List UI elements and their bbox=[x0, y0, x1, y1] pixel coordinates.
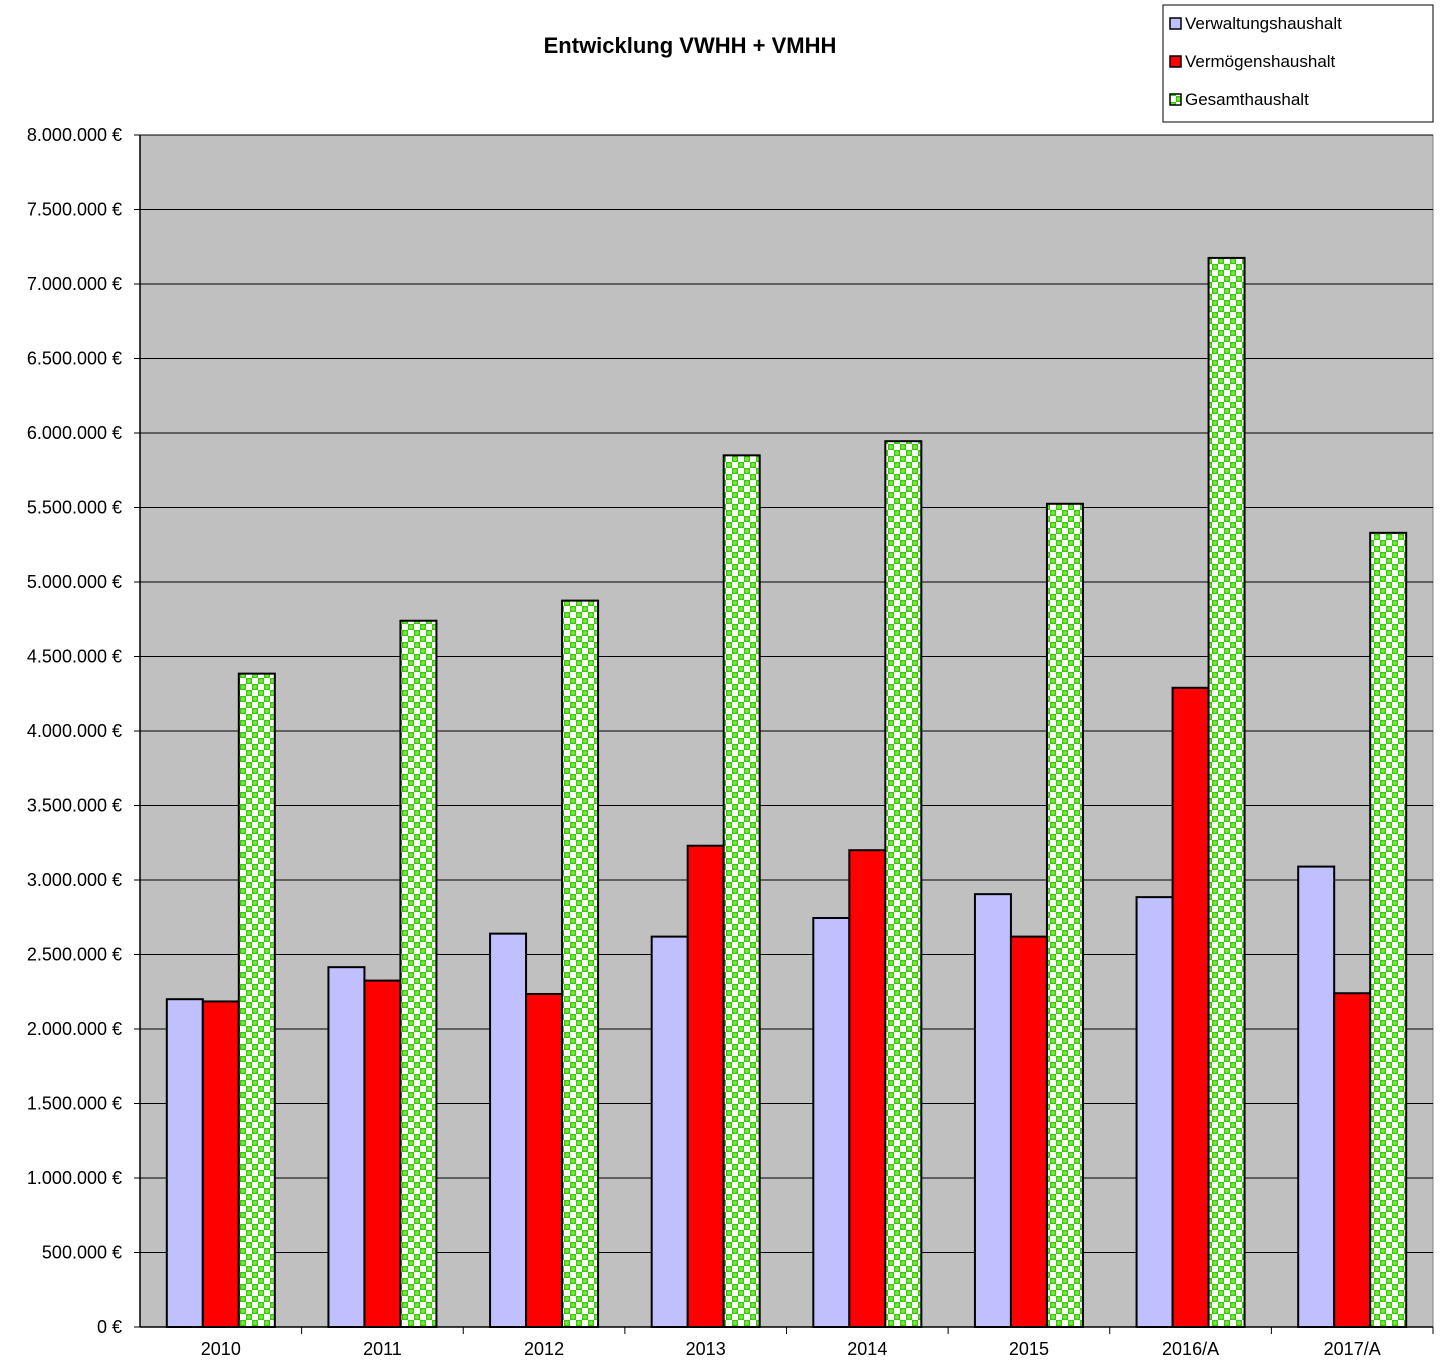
bar-gesamthaushalt-2016-a bbox=[1207, 256, 1246, 1328]
legend-swatch bbox=[1169, 55, 1182, 68]
y-tick-label: 3.500.000 € bbox=[27, 796, 122, 816]
y-tick-label: 8.000.000 € bbox=[27, 125, 122, 145]
y-tick-label: 7.500.000 € bbox=[27, 200, 122, 220]
y-tick-label: 7.000.000 € bbox=[27, 274, 122, 294]
y-tick-label: 2.000.000 € bbox=[27, 1019, 122, 1039]
bar-vermögenshaushalt-2016-a bbox=[1171, 686, 1210, 1328]
bar-verwaltungshaushalt-2012 bbox=[489, 932, 528, 1328]
legend-swatch bbox=[1169, 17, 1182, 30]
x-tick-label: 2013 bbox=[686, 1339, 726, 1359]
bar-verwaltungshaushalt-2013 bbox=[650, 935, 689, 1328]
y-tick-label: 500.000 € bbox=[42, 1243, 122, 1263]
bar-vermögenshaushalt-2010 bbox=[201, 1000, 240, 1328]
bar-verwaltungshaushalt-2015 bbox=[973, 893, 1012, 1329]
y-tick-label: 5.500.000 € bbox=[27, 498, 122, 518]
x-tick-label: 2017/A bbox=[1324, 1339, 1381, 1359]
bar-gesamthaushalt-2013 bbox=[722, 454, 761, 1329]
chart-title: Entwicklung VWHH + VMHH bbox=[544, 33, 837, 58]
bar-verwaltungshaushalt-2010 bbox=[165, 998, 204, 1328]
bar-vermögenshaushalt-2013 bbox=[686, 844, 725, 1328]
x-tick-label: 2011 bbox=[363, 1339, 402, 1359]
bar-verwaltungshaushalt-2014 bbox=[812, 916, 851, 1328]
legend-box bbox=[1162, 4, 1434, 123]
y-tick-label: 3.000.000 € bbox=[27, 870, 122, 890]
y-tick-label: 4.000.000 € bbox=[27, 721, 122, 741]
bar-gesamthaushalt-2015 bbox=[1045, 502, 1084, 1328]
x-tick-label: 2015 bbox=[1009, 1339, 1049, 1359]
x-tick-label: 2014 bbox=[847, 1339, 887, 1359]
y-tick-label: 1.500.000 € bbox=[27, 1094, 122, 1114]
bar-gesamthaushalt-2010 bbox=[237, 672, 276, 1328]
legend-label: Gesamthaushalt bbox=[1185, 90, 1309, 109]
bar-gesamthaushalt-2014 bbox=[884, 440, 923, 1328]
y-tick-label: 5.000.000 € bbox=[27, 572, 122, 592]
bar-vermögenshaushalt-2015 bbox=[1009, 935, 1048, 1328]
bar-verwaltungshaushalt-2011 bbox=[327, 966, 366, 1328]
x-tick-label: 2016/A bbox=[1162, 1339, 1219, 1359]
bar-verwaltungshaushalt-2017-a bbox=[1297, 865, 1336, 1329]
legend-label: Verwaltungshaushalt bbox=[1185, 14, 1342, 33]
bar-vermögenshaushalt-2014 bbox=[848, 849, 887, 1328]
y-tick-label: 1.000.000 € bbox=[27, 1168, 122, 1188]
bar-gesamthaushalt-2017-a bbox=[1369, 531, 1408, 1328]
axes: 0 € 500.000 € 1.000.000 € 1.500.000 € 2.000.… bbox=[27, 125, 1434, 1359]
bar-vermögenshaushalt-2012 bbox=[525, 992, 564, 1328]
bar-vermögenshaushalt-2011 bbox=[363, 979, 402, 1328]
bar-verwaltungshaushalt-2016-a bbox=[1135, 896, 1174, 1328]
y-tick-label: 2.500.000 € bbox=[27, 945, 122, 965]
bar-gesamthaushalt-2012 bbox=[561, 599, 600, 1328]
y-tick-label: 4.500.000 € bbox=[27, 647, 122, 667]
y-tick-label: 6.000.000 € bbox=[27, 423, 122, 443]
y-tick-label: 0 € bbox=[97, 1317, 122, 1337]
legend-label: Vermögenshaushalt bbox=[1185, 52, 1336, 71]
bars bbox=[165, 256, 1408, 1329]
legend-swatch bbox=[1169, 93, 1182, 106]
x-tick-label: 2010 bbox=[201, 1339, 241, 1359]
y-tick-label: 6.500.000 € bbox=[27, 349, 122, 369]
bar-gesamthaushalt-2011 bbox=[399, 619, 438, 1328]
bar-vermögenshaushalt-2017-a bbox=[1333, 992, 1372, 1328]
legend: Verwaltungshaushalt Vermögenshaushalt Gesa… bbox=[1162, 4, 1434, 123]
x-tick-label: 2012 bbox=[524, 1339, 564, 1359]
